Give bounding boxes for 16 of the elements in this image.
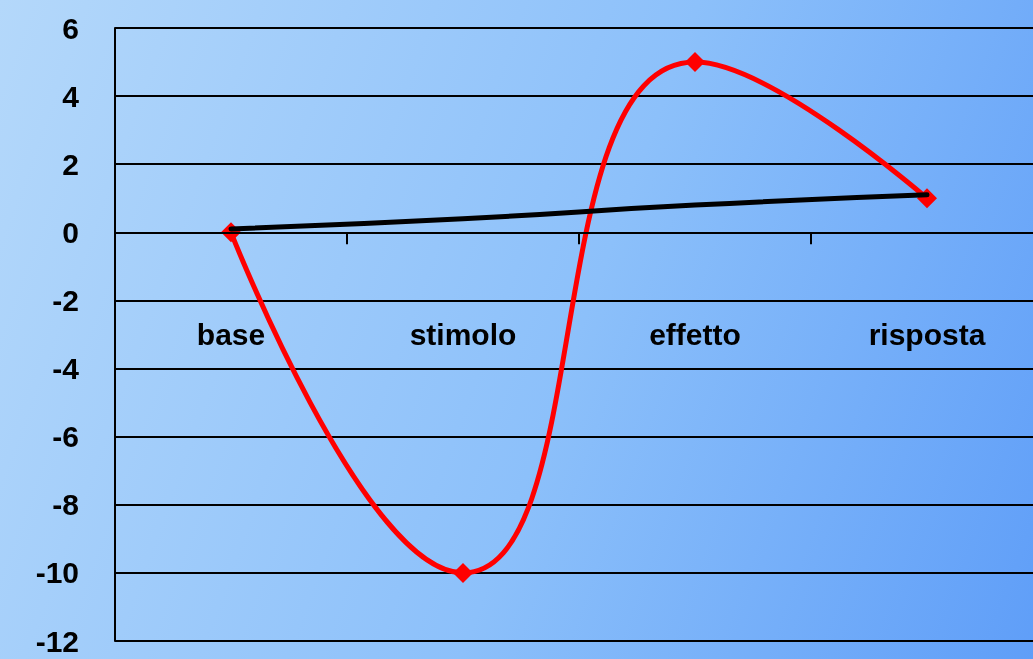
y-tick-label: 2 [62,147,79,181]
y-tick-label: -12 [35,624,79,658]
point [685,52,705,73]
point [453,562,473,583]
x-tick-label: stimolo [409,318,517,351]
y-tick-label: 0 [62,215,79,249]
y-tick-label: 4 [62,79,80,113]
y-tick-label: -4 [52,352,80,386]
y-tick-label: -10 [35,556,79,590]
y-tick-label: -2 [52,283,79,317]
y-tick-label: 6 [62,11,79,45]
x-tick-label: base [196,318,266,351]
y-tick-label: -8 [52,488,79,522]
x-tick-label: effetto [649,318,741,351]
x-tick-label: risposta [868,318,986,351]
y-tick-label: -6 [52,420,79,454]
